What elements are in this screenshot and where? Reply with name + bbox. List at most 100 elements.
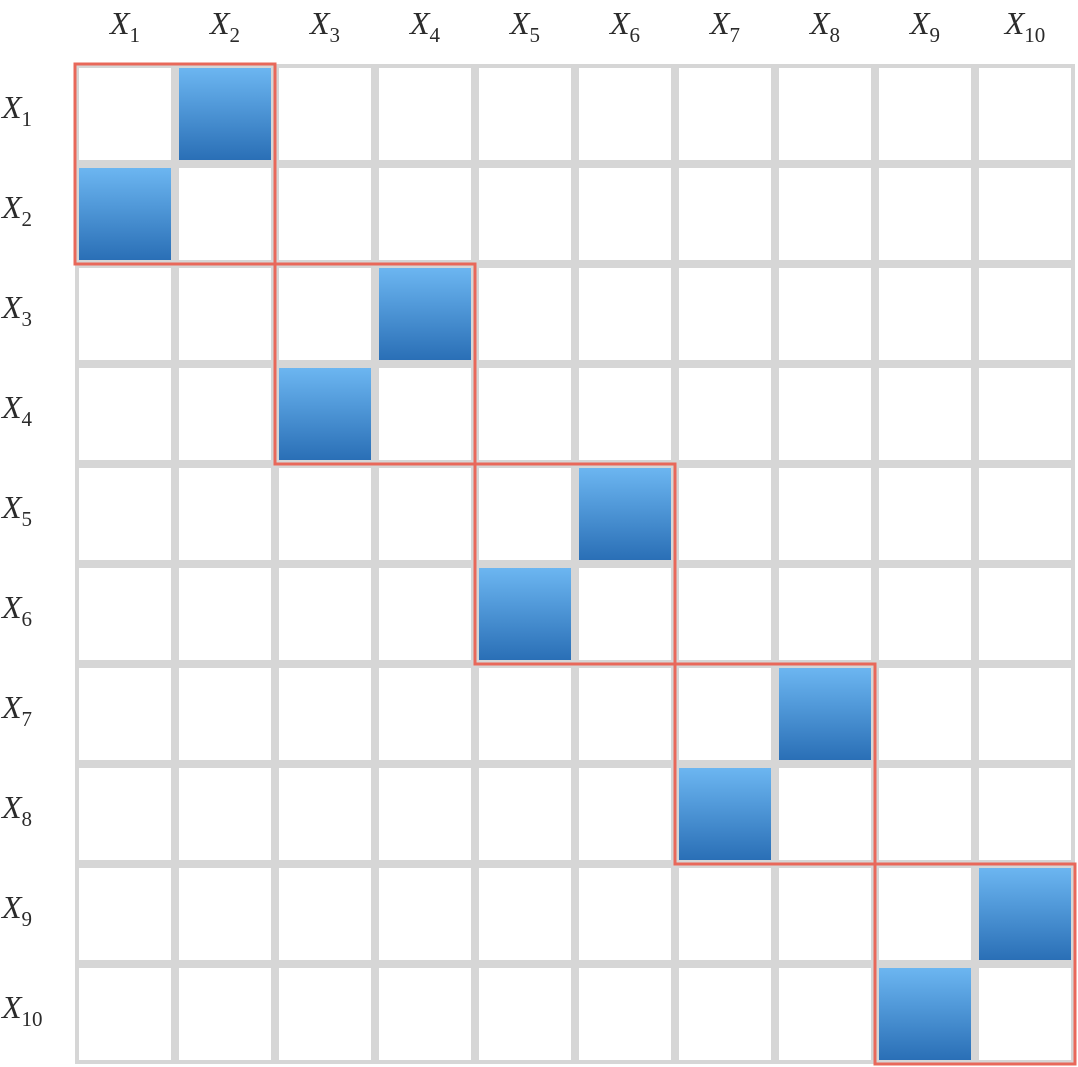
grid-cell <box>75 964 175 1064</box>
grid-cell <box>675 564 775 664</box>
grid-cell <box>175 764 275 864</box>
grid-cell <box>875 764 975 864</box>
y-tick-label: X5 <box>0 489 32 531</box>
grid-cell <box>175 164 275 264</box>
grid-cell <box>975 564 1075 664</box>
y-tick-label: X9 <box>0 889 32 931</box>
grid-cell <box>75 264 175 364</box>
grid-cell <box>975 464 1075 564</box>
filled-cell <box>679 768 771 860</box>
grid-cell <box>675 364 775 464</box>
filled-cell <box>79 168 171 260</box>
grid-cell <box>575 564 675 664</box>
y-tick-label: X2 <box>0 189 32 231</box>
grid-cell <box>375 664 475 764</box>
y-tick-label: X1 <box>0 89 32 131</box>
grid-cell <box>575 864 675 964</box>
block-outline <box>73 62 277 266</box>
grid-cell <box>775 564 875 664</box>
grid-cell <box>475 164 575 264</box>
grid-cell <box>275 764 375 864</box>
grid-cell <box>75 864 175 964</box>
grid-cell <box>275 864 375 964</box>
grid-cell <box>575 364 675 464</box>
grid-cell <box>475 864 575 964</box>
grid-cell <box>975 764 1075 864</box>
y-tick-label: X10 <box>0 989 43 1031</box>
grid-cell <box>375 564 475 664</box>
y-tick-label: X4 <box>0 389 33 431</box>
grid-cell <box>275 164 375 264</box>
x-tick-label: X6 <box>608 5 640 47</box>
block-outlines <box>73 62 1077 1066</box>
grid-cell <box>675 864 775 964</box>
filled-cell <box>979 868 1071 960</box>
x-tick-labels: X1 X2 X3 X4 X5 X6 X7 X8 X9 X10 <box>108 5 1045 47</box>
grid-cell <box>875 564 975 664</box>
grid-cell <box>875 264 975 364</box>
grid-cell <box>875 164 975 264</box>
grid-cell <box>775 964 875 1064</box>
grid-cell <box>375 764 475 864</box>
grid-cell <box>675 164 775 264</box>
grid-cell <box>775 764 875 864</box>
block-outline <box>273 262 477 466</box>
grid-cell <box>175 264 275 364</box>
filled-cell <box>779 668 871 760</box>
grid-cell <box>575 964 675 1064</box>
grid-cell <box>575 664 675 764</box>
grid-cell <box>575 764 675 864</box>
x-tick-label: X10 <box>1003 5 1046 47</box>
grid-cell <box>975 164 1075 264</box>
grid-cell <box>475 664 575 764</box>
grid-cell <box>475 264 575 364</box>
grid-cell <box>75 464 175 564</box>
x-tick-label: X5 <box>508 5 540 47</box>
grid-cell <box>475 764 575 864</box>
filled-cells <box>79 68 1071 1060</box>
x-tick-label: X2 <box>208 5 240 47</box>
filled-cell <box>179 68 271 160</box>
x-tick-label: X3 <box>308 5 340 47</box>
block-outline <box>673 662 877 866</box>
grid-cell <box>175 864 275 964</box>
grid-cell <box>575 64 675 164</box>
filled-cell <box>879 968 971 1060</box>
grid-cell <box>675 964 775 1064</box>
y-tick-labels: X1 X2 X3 X4 X5 X6 X7 X8 X9 X10 <box>0 89 43 1031</box>
grid-cell <box>675 464 775 564</box>
grid-cell <box>775 364 875 464</box>
grid-cell <box>275 564 375 664</box>
grid-cell <box>475 364 575 464</box>
grid-cell <box>975 964 1075 1064</box>
grid-cell <box>475 64 575 164</box>
grid-cell <box>675 264 775 364</box>
grid-cell <box>975 264 1075 364</box>
grid-cell <box>975 64 1075 164</box>
grid-cell <box>75 664 175 764</box>
filled-cell <box>379 268 471 360</box>
grid-cell <box>375 164 475 264</box>
grid-cell <box>675 664 775 764</box>
filled-cell <box>479 568 571 660</box>
grid-cell <box>275 64 375 164</box>
grid-cell <box>475 964 575 1064</box>
grid-cell <box>75 64 175 164</box>
grid-cell <box>175 564 275 664</box>
grid-cell <box>75 364 175 464</box>
x-tick-label: X4 <box>408 5 441 47</box>
grid-cell <box>775 864 875 964</box>
grid-cell <box>575 164 675 264</box>
grid-cell <box>275 264 375 364</box>
grid-cell <box>575 264 675 364</box>
filled-cell <box>279 368 371 460</box>
x-tick-label: X7 <box>708 5 740 47</box>
grid-cell <box>775 264 875 364</box>
grid-cell <box>375 464 475 564</box>
grid-cell <box>875 64 975 164</box>
grid-cell <box>875 664 975 764</box>
grid-cell <box>875 364 975 464</box>
grid-cell <box>75 564 175 664</box>
grid-cell <box>775 164 875 264</box>
